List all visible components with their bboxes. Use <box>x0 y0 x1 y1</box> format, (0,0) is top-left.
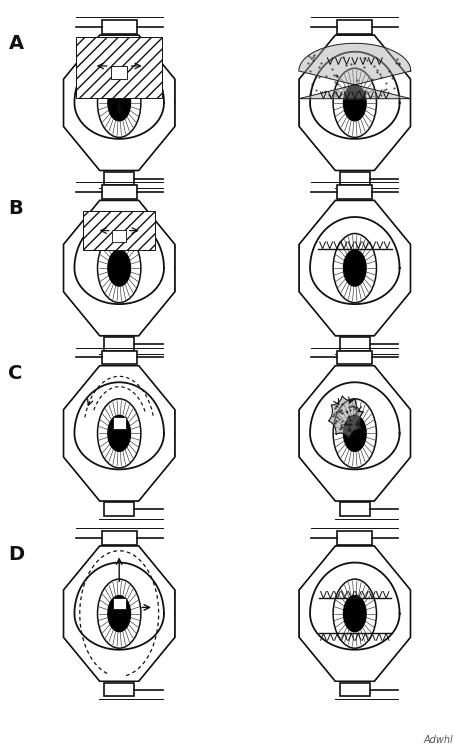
Bar <box>101 351 137 364</box>
Bar <box>111 66 127 79</box>
Bar <box>340 502 370 516</box>
Bar <box>101 20 137 34</box>
Bar <box>337 20 373 34</box>
Polygon shape <box>64 546 175 682</box>
Circle shape <box>98 579 141 648</box>
Circle shape <box>98 69 141 137</box>
Text: A: A <box>9 34 24 53</box>
Bar <box>83 211 155 250</box>
Polygon shape <box>310 52 400 139</box>
Bar <box>101 531 137 544</box>
Polygon shape <box>74 562 164 650</box>
Circle shape <box>333 69 376 137</box>
Bar <box>113 417 126 429</box>
Bar <box>340 172 370 185</box>
Polygon shape <box>64 366 175 501</box>
Polygon shape <box>64 201 175 336</box>
Polygon shape <box>299 201 410 336</box>
Bar <box>340 337 370 351</box>
Polygon shape <box>310 217 400 304</box>
Bar <box>101 185 137 199</box>
Bar <box>104 172 134 185</box>
Polygon shape <box>74 217 164 304</box>
Polygon shape <box>310 382 400 470</box>
Bar <box>113 598 126 609</box>
Circle shape <box>333 399 376 468</box>
Bar <box>104 683 134 696</box>
Polygon shape <box>299 366 410 501</box>
Polygon shape <box>299 35 410 170</box>
Circle shape <box>344 250 366 286</box>
Circle shape <box>108 84 130 121</box>
Polygon shape <box>74 52 164 139</box>
Bar <box>337 351 373 364</box>
Bar <box>340 683 370 696</box>
Text: D: D <box>9 544 25 563</box>
Text: B: B <box>9 199 23 218</box>
Circle shape <box>344 596 366 632</box>
Circle shape <box>98 234 141 302</box>
Circle shape <box>344 84 366 121</box>
Bar <box>337 531 373 544</box>
Circle shape <box>108 250 130 286</box>
Polygon shape <box>299 43 411 99</box>
Text: Adwhl: Adwhl <box>424 735 454 745</box>
Bar <box>337 185 373 199</box>
Polygon shape <box>74 382 164 470</box>
Circle shape <box>98 399 141 468</box>
Polygon shape <box>328 396 363 437</box>
Text: C: C <box>9 364 23 383</box>
Polygon shape <box>64 35 175 170</box>
Bar <box>104 502 134 516</box>
Bar <box>112 229 126 241</box>
Bar <box>76 37 162 98</box>
Circle shape <box>333 234 376 302</box>
Circle shape <box>333 579 376 648</box>
Circle shape <box>108 415 130 452</box>
Circle shape <box>108 596 130 632</box>
Circle shape <box>344 415 366 452</box>
Bar <box>104 337 134 351</box>
Polygon shape <box>299 546 410 682</box>
Polygon shape <box>310 562 400 650</box>
